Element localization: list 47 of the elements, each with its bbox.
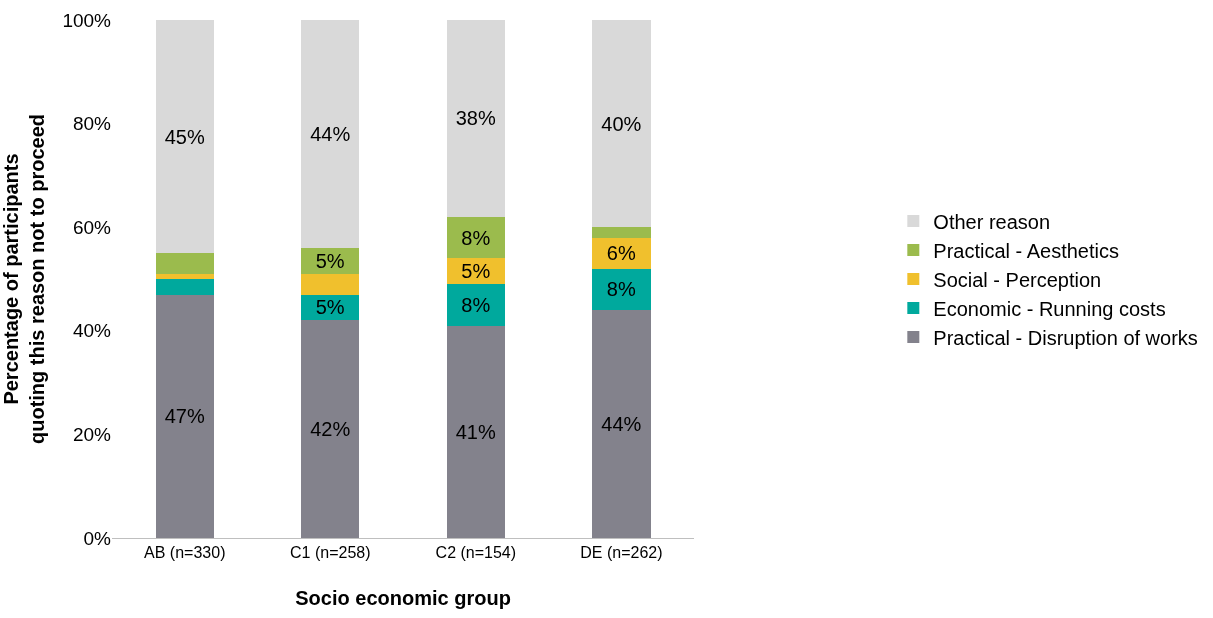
bar (446, 20, 505, 217)
data-label: 5% (315, 296, 345, 319)
data-label: 8% (461, 226, 491, 249)
x-tick-label: C1 (n=258) (290, 544, 371, 562)
data-label: 44% (310, 122, 351, 145)
y-tick-label: 20% (72, 424, 112, 446)
y-tick-label: 60% (72, 216, 112, 238)
bar (155, 253, 214, 274)
data-label: 45% (164, 125, 205, 148)
bar (301, 20, 360, 248)
legend-label: Other reason (933, 210, 1051, 233)
data-label: 40% (601, 112, 642, 135)
legend-label: Practical - Aesthetics (933, 239, 1119, 262)
bar (592, 20, 651, 228)
legend-label: Social - Perception (933, 268, 1102, 291)
data-label: 44% (601, 413, 642, 436)
x-tick-label: DE (n=262) (580, 544, 663, 562)
bar (301, 273, 360, 295)
x-axis-title: Socio economic group (295, 586, 511, 609)
legend-label: Economic - Running costs (933, 297, 1166, 320)
x-tick-label: AB (n=330) (144, 544, 226, 562)
bar (592, 268, 651, 311)
data-label: 6% (606, 242, 636, 265)
bar (446, 325, 505, 538)
y-tick-label: 0% (83, 527, 112, 549)
y-tick-label: 40% (72, 320, 112, 342)
y-tick-label: 80% (72, 113, 112, 135)
y-tick-label: 100% (62, 9, 112, 31)
bar (155, 294, 214, 538)
x-tick-label: C2 (n=154) (435, 544, 517, 562)
bar (155, 20, 214, 254)
data-label: 5% (315, 249, 345, 272)
bar (592, 227, 651, 238)
bar (446, 284, 505, 326)
data-label: 5% (461, 260, 491, 283)
bar (155, 279, 214, 295)
data-label: 41% (455, 420, 496, 443)
legend-label: Practical - Disruption of works (933, 326, 1198, 349)
data-label: 8% (461, 293, 491, 316)
data-label: 38% (455, 107, 496, 130)
bar (301, 320, 360, 538)
data-label: 42% (310, 418, 351, 441)
y-axis-title: Percentage of participants quoting this reason not to proceed (0, 114, 48, 444)
bar (592, 310, 651, 538)
data-label: 8% (606, 278, 636, 301)
bar (155, 273, 214, 279)
data-label: 47% (164, 405, 205, 428)
